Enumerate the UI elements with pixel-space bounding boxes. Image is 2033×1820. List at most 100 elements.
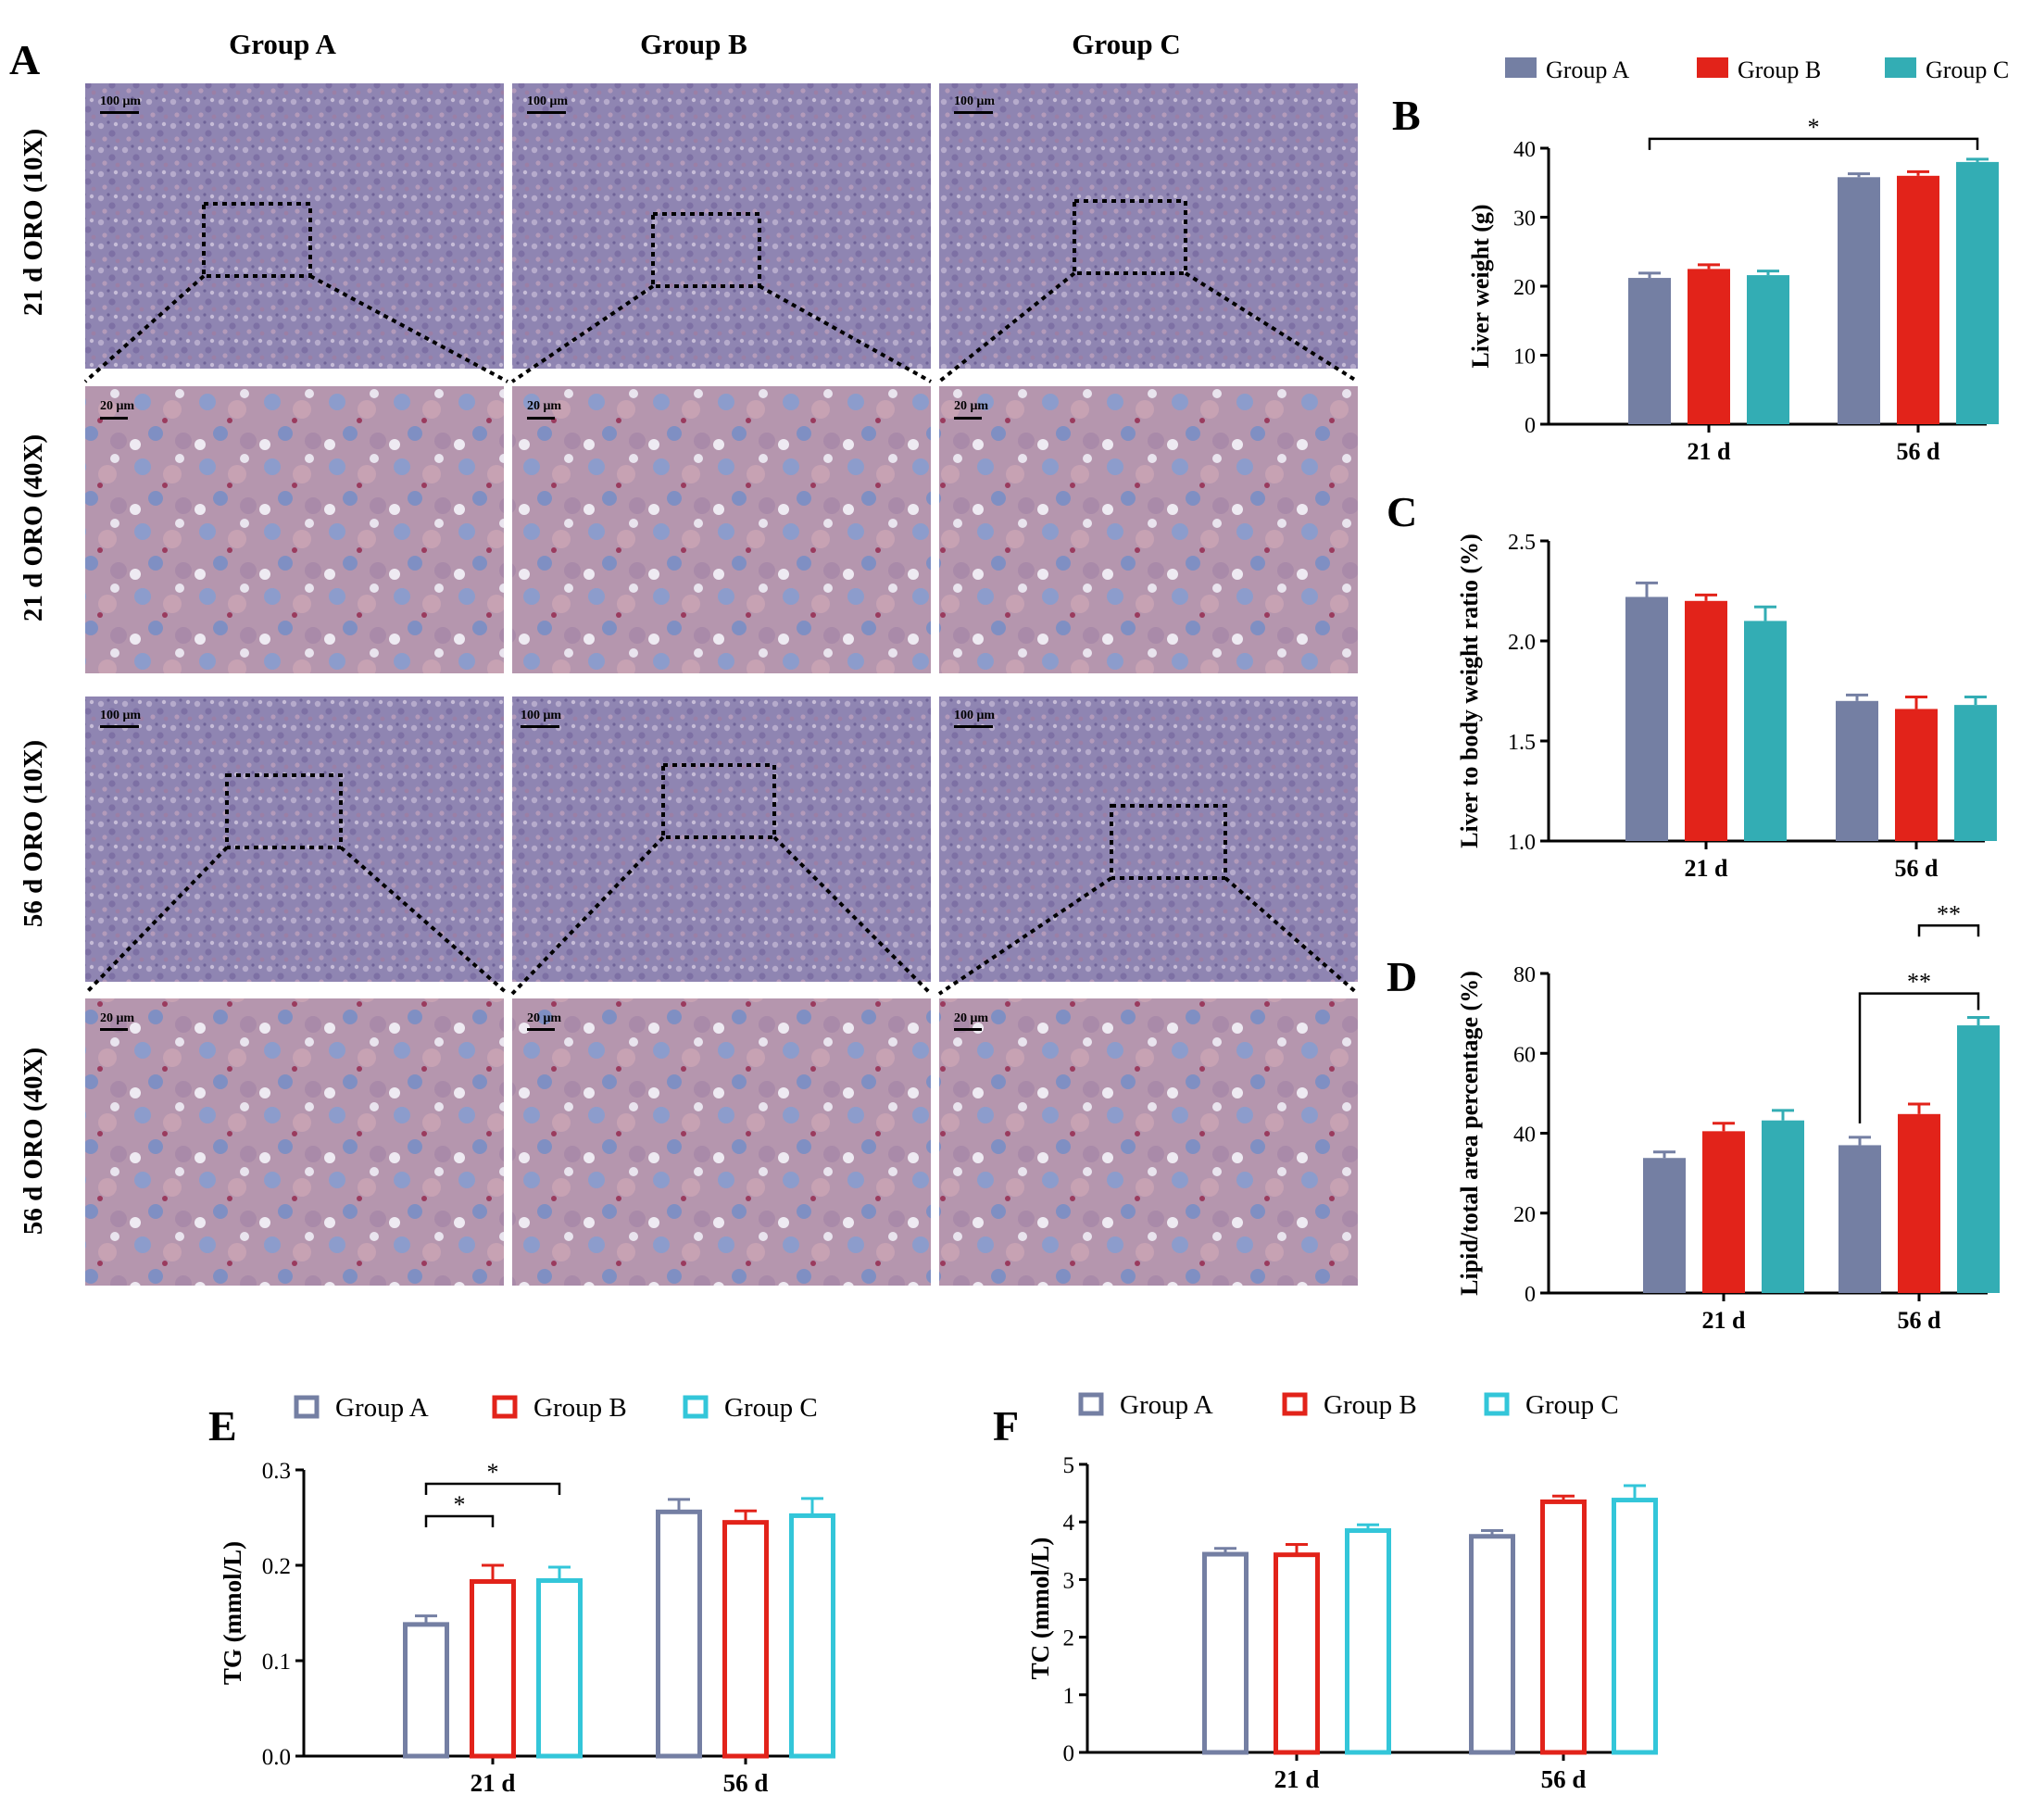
significance-bracket: [1858, 992, 1980, 1123]
legend-swatch-group-b: [1282, 1392, 1308, 1416]
significance-label: **: [1907, 969, 1931, 996]
chart-panel-c: C 1.0 1.5 2.0 2.5 Liver to body weight ratio …: [1387, 488, 1997, 882]
micrograph-21d-40x-group-a: [85, 386, 504, 673]
bar-group-c-56d: [1612, 1498, 1658, 1755]
y-tick-label: 1.5: [1508, 731, 1536, 755]
y-tick-label: 2: [1063, 1626, 1075, 1651]
chart-panel-f: F 0 1 2 3 4 5 TC (mmol/L) 21 d 56 d Group A Group B…: [993, 1390, 1658, 1793]
significance-label: *: [454, 1491, 466, 1518]
bar-group-a-56d: [1469, 1534, 1515, 1755]
bar-group-a-21d: [403, 1622, 449, 1759]
bar-group-a-56d: [656, 1509, 702, 1759]
x-tick-label: 21 d: [1685, 855, 1729, 882]
scale-bar-label: 100 μm: [521, 709, 561, 722]
zoom-box-21d-group-c: [1073, 199, 1187, 275]
micrograph-21d-40x-group-b: [512, 386, 931, 673]
y-tick-label: 5: [1063, 1453, 1075, 1478]
y-tick-label: 20: [1513, 276, 1536, 300]
bar-group-a-56d: [1838, 1145, 1881, 1293]
x-tick-label: 21 d: [471, 1769, 516, 1797]
micrograph-56d-10x-group-a: [85, 697, 504, 982]
bar-group-c-21d: [1345, 1528, 1391, 1755]
y-tick-label: 80: [1513, 963, 1536, 987]
y-tick-label: 4: [1063, 1511, 1075, 1536]
zoom-box-56d-group-b: [661, 763, 776, 839]
legend-swatch-group-a: [1078, 1392, 1104, 1416]
x-tick-label: 56 d: [1897, 438, 1941, 465]
x-tick-label: 21 d: [1702, 1307, 1747, 1334]
y-tick-label: 2.0: [1508, 631, 1536, 655]
scale-bar: [100, 417, 128, 420]
legend-label-group-c: Group C: [1525, 1390, 1619, 1420]
scale-bar-label: 20 μm: [100, 1011, 134, 1025]
bar-group-b-21d: [1688, 269, 1730, 424]
chart-panel-b: B 0 10 20 30 40 Liver weight (g) 21 d 56 d * Group…: [1392, 56, 2009, 465]
zoom-line: [937, 271, 1076, 383]
legend-swatch-group-c: [1885, 57, 1916, 78]
legend-label-group-b: Group B: [1738, 56, 1821, 83]
x-tick-label: 21 d: [1274, 1765, 1320, 1793]
column-header-group-c: Group C: [1072, 28, 1180, 60]
scale-bar: [527, 1028, 555, 1031]
bar-group-b-21d: [1274, 1552, 1320, 1755]
bar-group-b-21d: [470, 1579, 516, 1759]
y-tick-label: 40: [1513, 138, 1536, 162]
scale-bar-label: 20 μm: [527, 399, 561, 413]
panel-label-e: E: [208, 1402, 237, 1450]
legend-label-group-a: Group A: [1120, 1390, 1213, 1420]
x-tick-label: 56 d: [723, 1769, 769, 1797]
bar-group-c-21d: [1744, 621, 1787, 841]
micrograph-56d-40x-group-a: [85, 998, 504, 1286]
panel-label-b: B: [1392, 92, 1421, 139]
y-tick-label: 0: [1525, 414, 1536, 438]
y-tick-label: 2.5: [1508, 531, 1536, 555]
row-label-21d-10x: 21 d ORO (10X): [19, 129, 48, 316]
bar-group-a-21d: [1628, 278, 1671, 424]
zoom-box-21d-group-b: [651, 212, 761, 288]
scale-bar: [954, 1028, 982, 1031]
scale-bar: [100, 1028, 128, 1031]
y-axis-label: TC (mmol/L): [1026, 1538, 1054, 1680]
significance-bracket: [424, 1514, 495, 1527]
x-tick-label: 56 d: [1898, 1307, 1942, 1334]
scale-bar: [100, 725, 139, 728]
x-tick-label: 21 d: [1688, 438, 1732, 465]
zoom-line: [83, 846, 229, 996]
legend-swatch-group-a: [294, 1395, 320, 1419]
bar-group-c-56d: [789, 1512, 835, 1759]
scale-bar: [954, 725, 993, 728]
bar-group-a-21d: [1625, 596, 1668, 841]
legend-label-group-c: Group C: [724, 1393, 818, 1423]
scale-bar: [954, 417, 982, 420]
x-tick-label: 56 d: [1895, 855, 1939, 882]
micrograph-56d-10x-group-c: [939, 697, 1358, 982]
significance-label: *: [1808, 114, 1820, 141]
y-axis-label: Liver weight (g): [1467, 204, 1494, 368]
bar-group-b-56d: [1895, 709, 1938, 841]
micrograph-21d-40x-group-c: [939, 386, 1358, 673]
zoom-line: [1184, 271, 1360, 383]
y-tick-label: 60: [1513, 1043, 1536, 1067]
scale-bar-label: 20 μm: [954, 399, 988, 413]
panel-label-f: F: [993, 1402, 1019, 1450]
y-tick-label: 0: [1525, 1283, 1536, 1307]
scale-bar: [954, 111, 993, 114]
zoom-line: [510, 284, 655, 383]
scale-bar-label: 100 μm: [954, 709, 995, 722]
significance-label: **: [1937, 900, 1961, 927]
row-label-56d-40x: 56 d ORO (40X): [19, 1048, 48, 1235]
legend-label-group-b: Group B: [1324, 1390, 1417, 1420]
y-tick-label: 0.2: [262, 1554, 291, 1579]
zoom-line: [83, 274, 206, 383]
chart-panel-d: D 0 20 40 60 80 Lipid/total area percentage (%…: [1387, 900, 2000, 1334]
zoom-box-56d-group-a: [225, 773, 343, 849]
y-tick-label: 0.1: [262, 1650, 291, 1675]
legend-swatch-group-c: [683, 1395, 709, 1419]
legend-swatch-group-b: [1697, 57, 1728, 78]
zoom-line: [1224, 876, 1360, 996]
column-header-group-a: Group A: [229, 28, 336, 60]
zoom-line: [309, 274, 508, 383]
bar-group-a-21d: [1202, 1551, 1249, 1755]
